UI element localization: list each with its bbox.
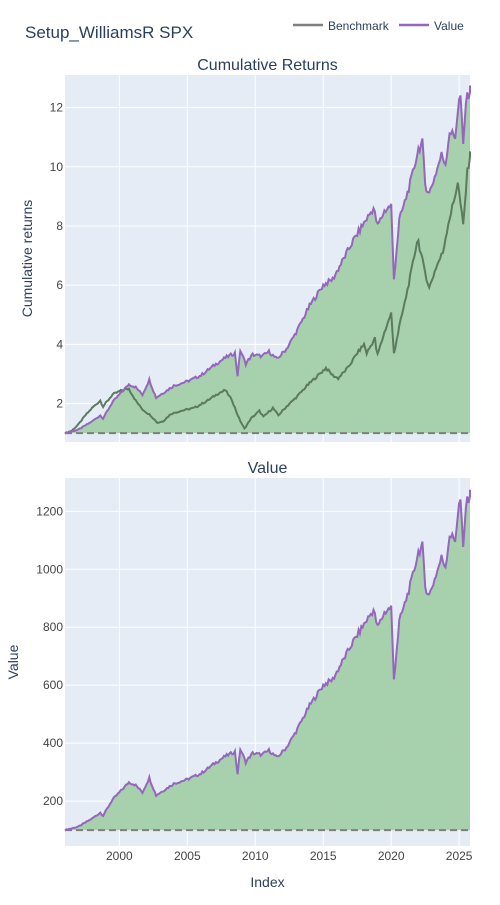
legend[interactable]: Benchmark Value [293,19,464,33]
y-tick-label: 1000 [36,562,63,576]
benchmark-line [64,151,471,435]
value-fill-area [65,85,470,434]
subplot-title: Cumulative Returns [197,57,338,74]
x-tick-label: 2015 [310,849,337,863]
cumulative-returns-panel: Cumulative Returns 2 4 6 8 10 12 Cumulative ret… [19,57,471,442]
y-tick-label: 200 [43,794,63,808]
value-fill-area [65,489,470,831]
x-tick-label: 2025 [446,849,473,863]
legend-benchmark-label: Benchmark [328,19,390,33]
legend-value[interactable]: Value [399,19,464,33]
y-axis-label: Value [5,644,21,679]
subplot-title: Value [248,460,288,477]
y-tick-label: 1200 [36,504,63,518]
y-tick-label: 4 [56,337,63,351]
legend-value-label: Value [434,19,464,33]
y-tick-label: 12 [50,101,64,115]
x-tick-label: 2010 [242,849,269,863]
y-axis-label: Cumulative returns [19,200,35,318]
value-line [64,85,471,435]
legend-benchmark[interactable]: Benchmark [293,19,390,33]
y-tick-label: 2 [56,397,63,411]
x-tick-label: 2020 [378,849,405,863]
y-tick-label: 400 [43,736,63,750]
x-tick-label: 2005 [174,849,201,863]
x-axis-label: Index [250,874,284,890]
value-line [64,489,471,832]
x-tick-label: 2000 [106,849,133,863]
y-tick-label: 6 [56,278,63,292]
figure-title: Setup_WilliamsR SPX [25,23,193,42]
y-tick-label: 10 [50,160,64,174]
y-tick-label: 800 [43,620,63,634]
y-tick-label: 8 [56,219,63,233]
y-tick-label: 600 [43,678,63,692]
value-panel: Value 200 400 600 800 1000 1200 Value 2000 2005 20… [5,460,473,890]
